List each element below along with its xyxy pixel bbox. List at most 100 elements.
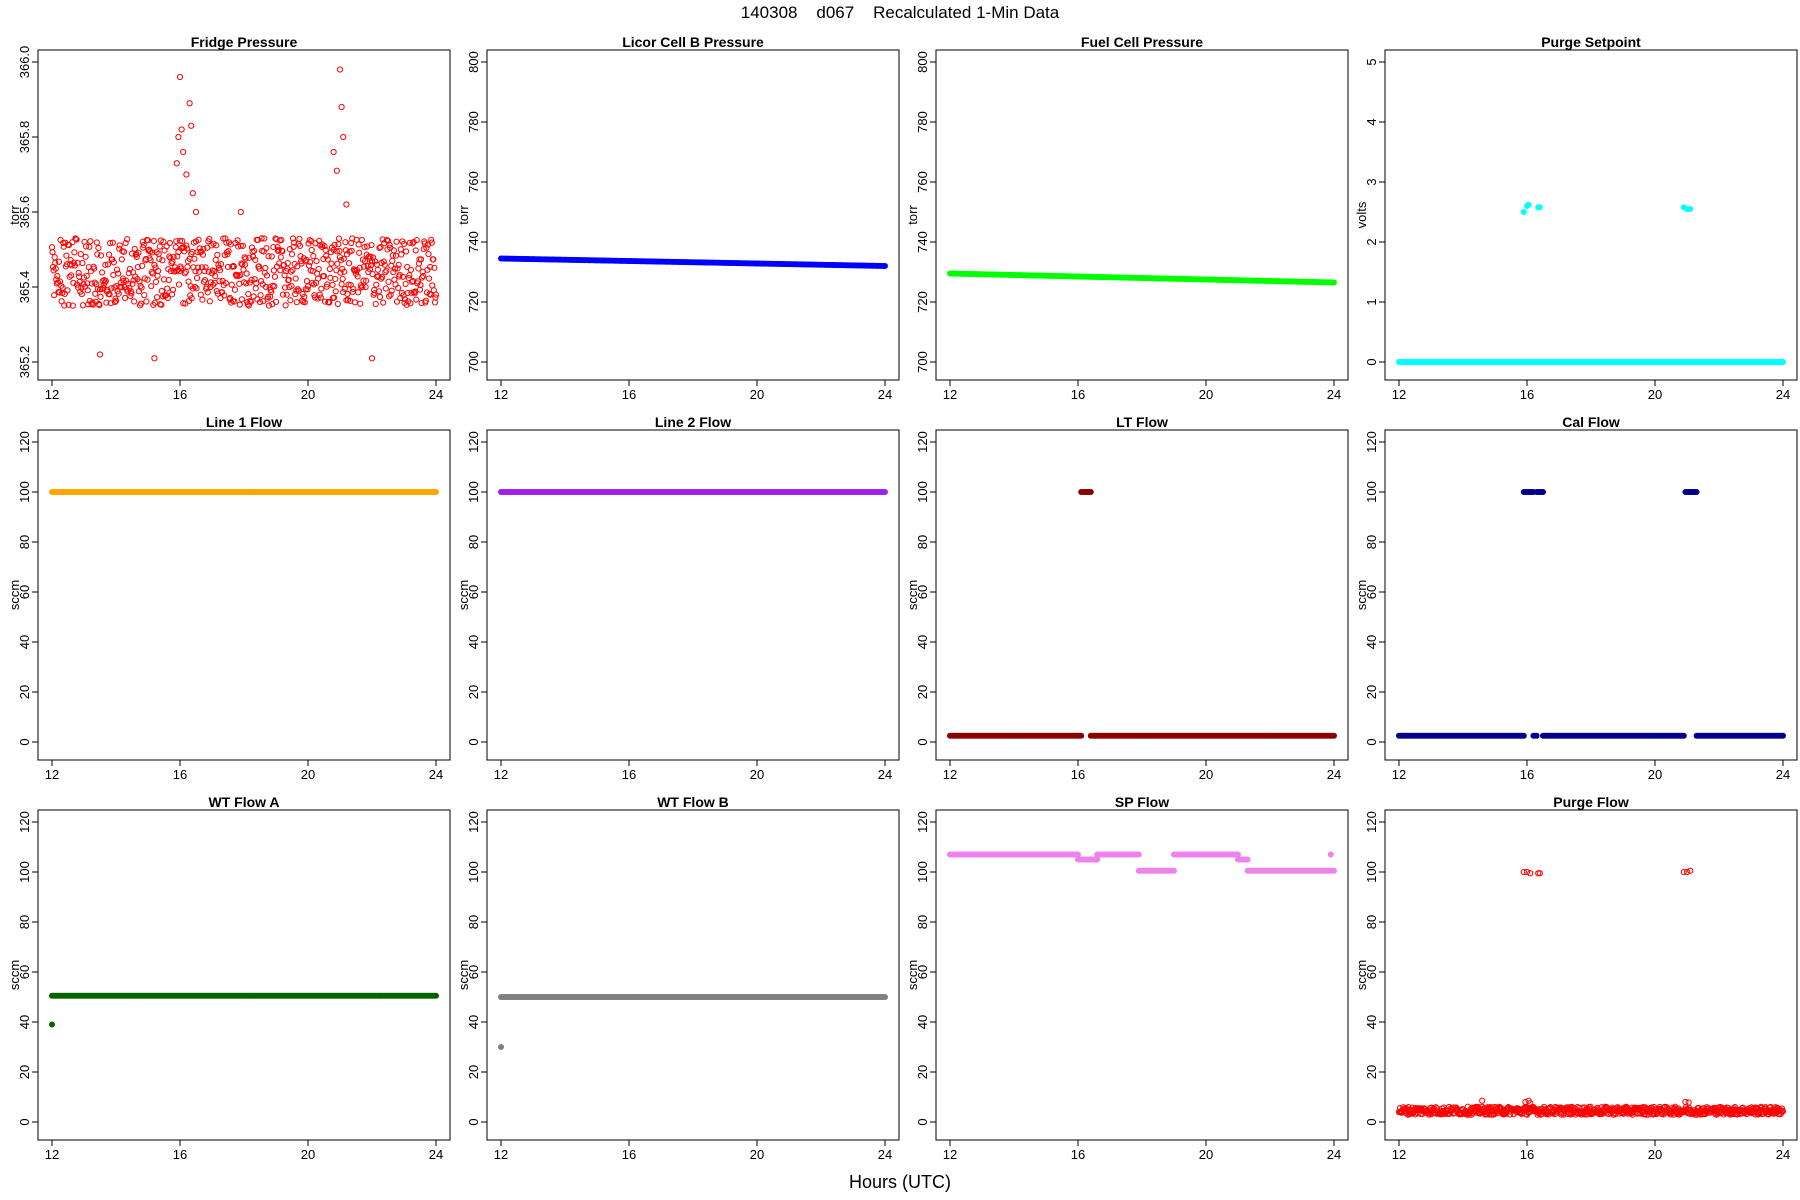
y-tick-label: 100 — [1364, 861, 1379, 883]
panel-title: Fridge Pressure — [191, 34, 298, 50]
data-point — [263, 272, 271, 279]
data-point — [277, 267, 284, 274]
data-point — [294, 286, 301, 293]
data-point — [399, 273, 407, 280]
data-point — [355, 289, 362, 296]
x-tick-label: 20 — [301, 767, 315, 782]
y-tick-label: 60 — [466, 585, 481, 599]
data-point — [426, 290, 433, 298]
y-axis-label: torr — [456, 205, 471, 225]
y-tick-label: 120 — [17, 811, 32, 833]
data-point — [65, 301, 72, 308]
data-point — [199, 251, 207, 258]
data-point — [343, 201, 350, 208]
data-point — [1527, 870, 1534, 877]
data-point — [390, 247, 397, 254]
data-point — [258, 235, 265, 242]
y-tick-label: 80 — [915, 915, 930, 929]
y-tick-label: 60 — [1364, 585, 1379, 599]
data-point — [251, 247, 258, 255]
data-point — [362, 284, 369, 291]
data-point — [408, 289, 415, 296]
data-point — [304, 283, 312, 290]
data-point — [373, 281, 380, 288]
panel-title: WT Flow B — [657, 794, 729, 810]
y-tick-label: 20 — [17, 1065, 32, 1079]
y-axis-label: torr — [7, 205, 22, 225]
data-point — [124, 236, 131, 243]
x-tick-label: 24 — [429, 767, 443, 782]
y-tick-label: 700 — [915, 351, 930, 373]
y-tick-label: 100 — [17, 481, 32, 503]
data-point — [366, 266, 373, 273]
data-point — [881, 993, 888, 1000]
data-point — [389, 257, 396, 264]
data-point — [107, 300, 114, 307]
data-point — [383, 237, 391, 244]
y-tick-label: 120 — [1364, 811, 1379, 833]
data-point — [91, 265, 98, 272]
data-point — [195, 236, 202, 243]
data-point — [126, 265, 133, 273]
data-point — [121, 294, 129, 302]
data-point — [188, 122, 195, 129]
x-tick-label: 16 — [173, 387, 187, 402]
data-point — [1779, 358, 1786, 365]
data-point — [323, 283, 330, 290]
data-point — [216, 278, 223, 285]
plot-frame — [37, 429, 451, 761]
y-tick-label: 4 — [1364, 118, 1379, 125]
data-point — [287, 297, 294, 304]
data-point — [176, 73, 184, 81]
data-point — [234, 237, 241, 244]
data-point — [174, 253, 181, 260]
data-point — [395, 261, 402, 268]
data-point — [336, 247, 343, 255]
y-tick-label: 20 — [1364, 1065, 1379, 1079]
data-point — [403, 248, 410, 255]
data-point — [296, 242, 304, 249]
data-point — [212, 272, 219, 280]
plot-frame — [935, 809, 1349, 1141]
data-point — [313, 257, 320, 265]
data-point — [120, 277, 127, 284]
data-point — [173, 160, 180, 167]
data-point — [387, 291, 394, 298]
data-point — [175, 133, 182, 141]
data-point — [364, 243, 371, 250]
data-point — [340, 255, 347, 262]
panel-title: Purge Flow — [1553, 794, 1629, 810]
data-point — [281, 284, 289, 291]
y-axis-label: torr — [905, 205, 920, 225]
data-point — [359, 283, 366, 290]
data-point — [376, 293, 384, 301]
data-point — [268, 253, 275, 260]
data-point — [134, 263, 141, 271]
data-point — [55, 258, 63, 265]
data-point — [350, 285, 357, 293]
y-tick-label: 0 — [915, 738, 930, 745]
y-tick-label: 365.6 — [17, 196, 32, 229]
data-point — [183, 242, 190, 249]
data-point — [1520, 732, 1527, 739]
data-point — [425, 251, 432, 258]
y-tick-label: 366.0 — [17, 46, 32, 79]
data-point — [385, 278, 392, 285]
data-point — [380, 258, 387, 265]
data-point — [291, 239, 298, 246]
data-point — [382, 269, 389, 276]
data-point — [355, 241, 362, 248]
y-tick-label: 80 — [466, 535, 481, 549]
plot-frame — [1384, 809, 1798, 1141]
y-tick-label: 40 — [915, 635, 930, 649]
x-tick-label: 16 — [622, 387, 636, 402]
data-point — [230, 263, 237, 270]
data-point — [91, 279, 98, 286]
data-point — [1234, 851, 1241, 858]
data-point — [135, 249, 142, 256]
data-point — [156, 243, 163, 250]
data-point — [372, 258, 379, 265]
data-point — [118, 256, 125, 263]
